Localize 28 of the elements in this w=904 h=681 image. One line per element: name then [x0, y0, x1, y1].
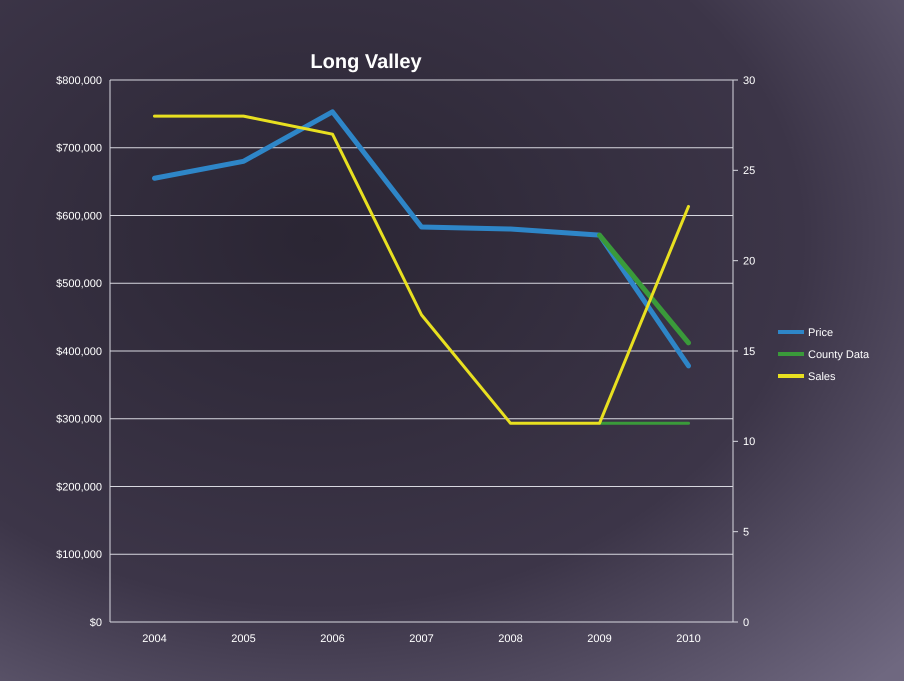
x-tick-label: 2007	[409, 633, 434, 645]
y-tick-label: $0	[90, 616, 102, 629]
legend-label: Sales	[808, 370, 836, 383]
x-tick-label: 2004	[142, 633, 167, 645]
chart-title: Long Valley	[310, 51, 422, 73]
y-tick-label: $300,000	[56, 414, 102, 426]
x-tick-label: 2008	[498, 633, 523, 645]
y-tick-label: $800,000	[56, 74, 102, 87]
y2-tick-label: 15	[743, 346, 756, 358]
y2-tick-label: 30	[743, 74, 756, 87]
y-tick-label: $100,000	[56, 549, 102, 562]
y-tick-label: $600,000	[56, 210, 102, 222]
x-tick-label: 2005	[231, 633, 256, 645]
y-tick-label: $500,000	[56, 278, 102, 290]
legend-label: Price	[808, 326, 834, 339]
legend-label: County Data	[808, 348, 870, 361]
y2-tick-label: 5	[743, 526, 750, 539]
x-tick-label: 2009	[587, 633, 612, 645]
y2-tick-label: 0	[743, 616, 750, 629]
y2-tick-label: 25	[743, 165, 756, 178]
y2-tick-label: 20	[743, 256, 756, 268]
y-tick-label: $700,000	[56, 142, 102, 155]
y-tick-label: $200,000	[56, 481, 102, 494]
y2-tick-label: 10	[743, 436, 756, 448]
line-series	[153, 114, 690, 425]
x-tick-label: 2006	[320, 633, 345, 645]
x-tick-label: 2010	[676, 633, 701, 645]
y-tick-label: $400,000	[56, 346, 102, 358]
